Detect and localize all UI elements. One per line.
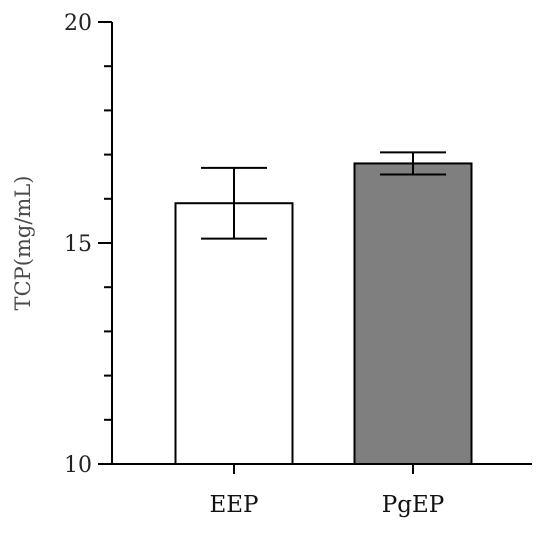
y-axis-label: TCP(mg/mL) (11, 176, 35, 311)
x-category-label-eep: EEP (209, 492, 258, 518)
plot-area: 10 15 20 EEP PgEP (64, 11, 532, 518)
y-tick-label: 10 (64, 453, 92, 478)
y-tick-label: 20 (64, 11, 92, 36)
y-tick-label: 15 (64, 232, 92, 257)
bar-pgep (353, 162, 473, 465)
x-category-label-pgep: PgEP (382, 492, 444, 518)
bar-eep (174, 202, 294, 465)
